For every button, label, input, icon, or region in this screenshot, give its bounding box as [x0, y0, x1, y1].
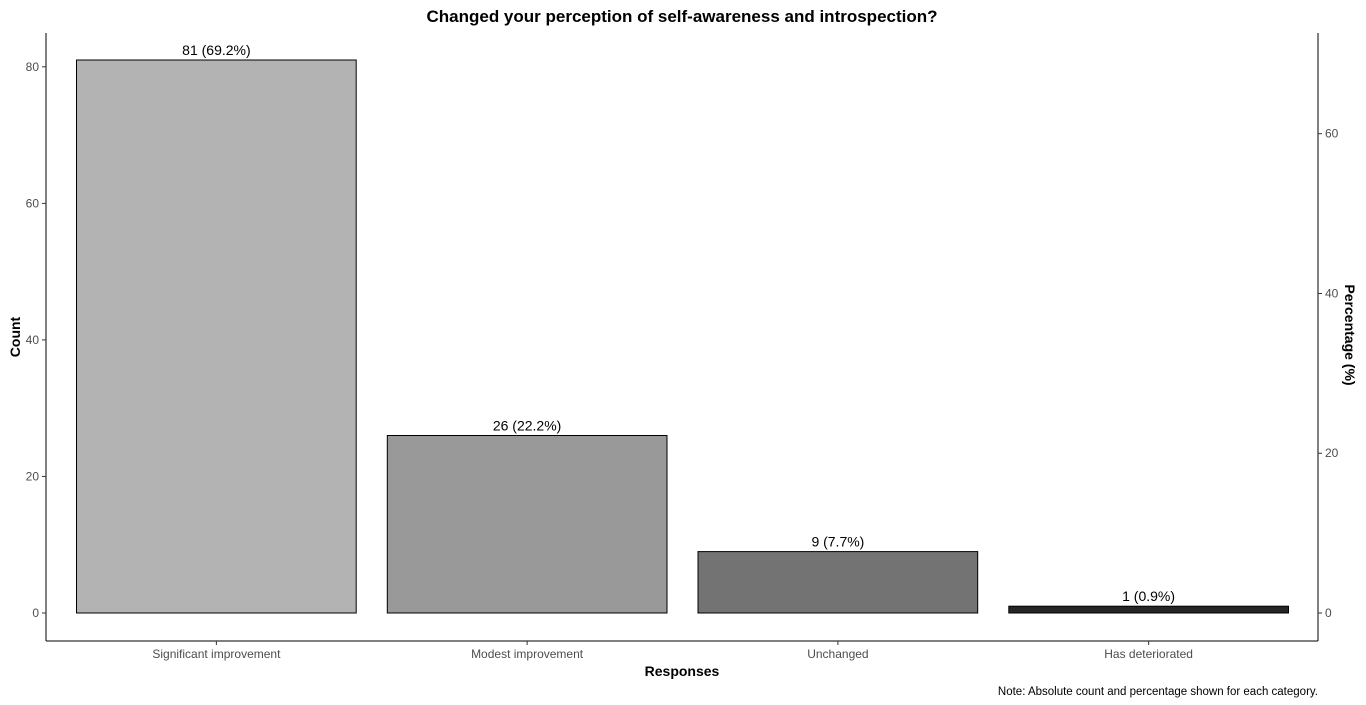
y-axis-title: Count	[7, 316, 23, 357]
bar-3	[1008, 605, 1289, 614]
chart-title: Changed your perception of self-awarenes…	[426, 7, 937, 26]
x-tick-label-2: Unchanged	[807, 647, 868, 661]
bars-group	[76, 59, 1289, 614]
data-label-3: 1 (0.9%)	[1122, 588, 1175, 604]
data-label-1: 26 (22.2%)	[493, 418, 561, 434]
y-tick-label-4: 80	[26, 60, 40, 74]
x-ticks: Significant improvement Modest improvemen…	[152, 641, 1193, 661]
chart-note: Note: Absolute count and percentage show…	[998, 686, 1318, 698]
y-tick-label-3: 60	[26, 196, 40, 210]
x-tick-label-3: Has deteriorated	[1104, 647, 1193, 661]
x-axis-title: Responses	[645, 663, 720, 679]
y-tick-label-0: 0	[32, 606, 39, 620]
bar-labels-group: 81 (69.2%) 26 (22.2%) 9 (7.7%) 1 (0.9%)	[182, 42, 1175, 604]
data-label-0: 81 (69.2%)	[182, 42, 250, 58]
y2-tick-label-1: 20	[1325, 446, 1339, 460]
y2-tick-label-3: 60	[1325, 127, 1339, 141]
data-label-2: 9 (7.7%)	[811, 534, 864, 550]
y2-tick-label-2: 40	[1325, 286, 1339, 300]
bar-1	[386, 435, 668, 614]
x-tick-label-1: Modest improvement	[471, 647, 584, 661]
y-tick-label-2: 40	[26, 333, 40, 347]
x-tick-label-0: Significant improvement	[152, 647, 281, 661]
y-ticks-left: 0 20 40 60 80	[26, 60, 46, 620]
y2-tick-label-0: 0	[1325, 606, 1332, 620]
y2-axis-title: Percentage (%)	[1342, 284, 1358, 385]
bar-0	[76, 59, 357, 614]
y-tick-label-1: 20	[26, 469, 40, 483]
bar-2	[697, 551, 979, 614]
y-ticks-right: 0 20 40 60	[1318, 127, 1339, 620]
